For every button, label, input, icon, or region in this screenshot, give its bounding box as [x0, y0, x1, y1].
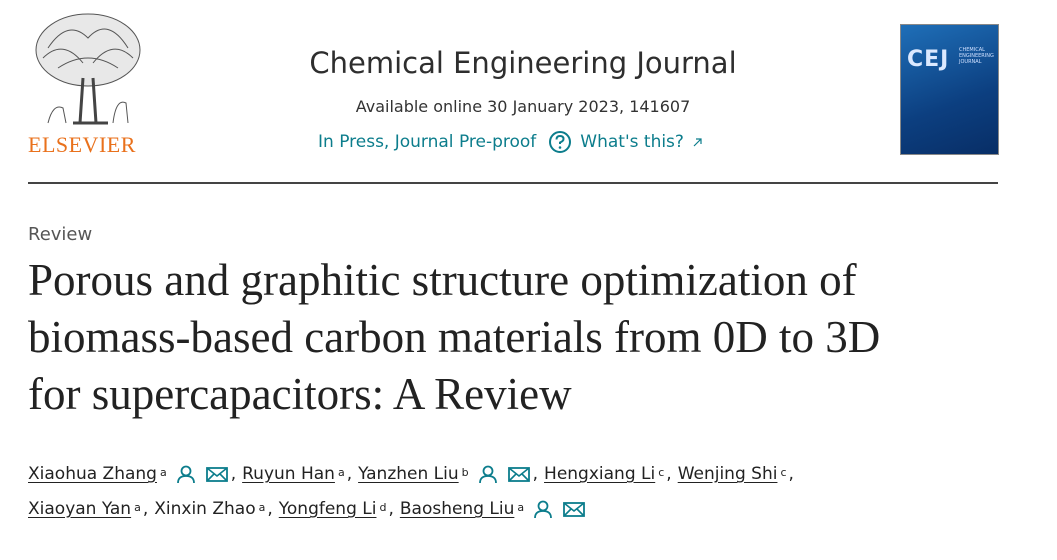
affiliation: a: [159, 465, 167, 479]
author-name[interactable]: Hengxiang Li: [544, 464, 656, 484]
help-link[interactable]: What's this?: [580, 132, 684, 152]
external-icon: [693, 138, 702, 147]
elsevier-tree: [35, 13, 141, 125]
email-icon[interactable]: [562, 499, 586, 519]
article-title: Porous and graphitic structure optimizat…: [28, 252, 880, 423]
affiliation: a: [258, 500, 266, 514]
separator: ,: [388, 499, 394, 519]
help-icon[interactable]: [544, 130, 572, 154]
divider: [28, 182, 998, 184]
author-name[interactable]: Ruyun Han: [242, 464, 335, 484]
profile-icon[interactable]: [175, 464, 197, 484]
status-row: In Press, Journal Pre-proof What's this?: [318, 130, 704, 154]
affiliation: a: [337, 465, 345, 479]
separator: ,: [142, 499, 149, 519]
affiliation: b: [461, 465, 469, 479]
author-name[interactable]: Yongfeng Li: [278, 499, 377, 519]
title-line: for supercapacitors: A Review: [28, 369, 572, 419]
status: In Press, Journal Pre-proof: [318, 132, 537, 152]
journal-cover[interactable]: CEJ CHEMICAL ENGINEERING JOURNAL: [900, 24, 999, 155]
profile-icon[interactable]: [477, 464, 499, 484]
affiliation: c: [780, 465, 787, 479]
separator: ,: [788, 464, 794, 484]
profile-icon[interactable]: [532, 499, 554, 519]
affiliation: a: [134, 500, 141, 514]
email-icon[interactable]: [205, 464, 229, 484]
availability: Available online 30 January 2023, 141607: [355, 97, 691, 116]
email-icon[interactable]: [507, 464, 531, 484]
cover-subtitle: CHEMICAL ENGINEERING JOURNAL: [959, 47, 994, 65]
author-name[interactable]: Wenjing Shi: [677, 464, 778, 484]
author-line: Xiaohua Zhang a, Ruyun Han a, Yanzhen Liu b, H…: [28, 464, 800, 484]
separator: ,: [230, 464, 237, 484]
title-line: biomass-based carbon materials from 0D t…: [28, 312, 881, 362]
author-name[interactable]: Xiaoyan Yan: [28, 499, 132, 519]
cover-title: CEJ: [907, 47, 950, 72]
author-name[interactable]: Xiaohua Zhang: [28, 464, 157, 484]
separator: ,: [532, 464, 539, 484]
author-line: Xiaoyan Yan a, Xinxin Zhao a, Yongfeng Li d, B…: [28, 499, 586, 519]
affiliation: c: [658, 465, 665, 479]
journal-name[interactable]: Chemical Engineering Journal: [309, 46, 737, 80]
author-name[interactable]: Baosheng Liu: [399, 499, 515, 519]
separator: ,: [267, 499, 273, 519]
separator: ,: [346, 464, 353, 484]
article-type: Review: [28, 224, 93, 245]
affiliation: d: [379, 500, 387, 514]
author-name: Xinxin Zhao: [154, 499, 256, 519]
affiliation: a: [517, 500, 525, 514]
logo-text: ELSEVIER: [28, 132, 136, 157]
title-line: Porous and graphitic structure optimizat…: [28, 255, 857, 305]
author-name[interactable]: Yanzhen Liu: [358, 464, 459, 484]
separator: ,: [666, 464, 672, 484]
